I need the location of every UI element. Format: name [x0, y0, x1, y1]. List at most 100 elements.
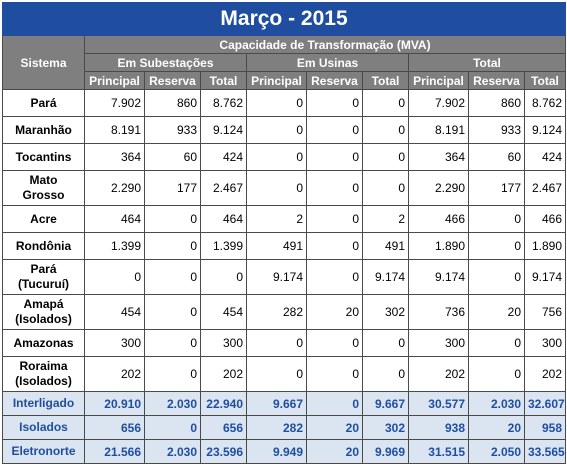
value-cell: 2.030: [144, 439, 201, 464]
value-cell: 0: [246, 170, 307, 206]
page-title: Março - 2015: [1, 2, 567, 36]
value-cell: 0: [362, 329, 409, 357]
value-cell: 0: [306, 205, 363, 233]
table-row: Amazonas 300 0 300 0 0 0 300 0 300: [2, 329, 567, 357]
value-cell: 0: [468, 259, 525, 295]
value-cell: 0: [144, 356, 201, 392]
value-cell: 0: [306, 259, 363, 295]
value-cell: 454: [84, 294, 145, 330]
sistema-cell: Mato Grosso: [2, 170, 85, 206]
sistema-header: Sistema: [2, 35, 85, 90]
value-cell: 9.969: [362, 439, 409, 464]
summary-row: Eletronorte 21.566 2.030 23.596 9.949 20 9.969…: [2, 439, 567, 464]
sistema-cell: Acre: [2, 205, 85, 233]
value-cell: 2.467: [200, 170, 247, 206]
value-cell: 464: [84, 205, 145, 233]
value-cell: 31.515: [408, 439, 469, 464]
value-cell: 2: [362, 205, 409, 233]
value-cell: 0: [468, 356, 525, 392]
value-cell: 736: [408, 294, 469, 330]
value-cell: 0: [362, 116, 409, 144]
value-cell: 23.596: [200, 439, 247, 464]
value-cell: 933: [468, 116, 525, 144]
subheader-cell: Reserva: [306, 71, 363, 90]
value-cell: 8.191: [408, 116, 469, 144]
value-cell: 0: [246, 143, 307, 171]
value-cell: 0: [246, 89, 307, 117]
value-cell: 8.762: [523, 89, 567, 117]
value-cell: 0: [144, 294, 201, 330]
table-row: Tocantins 364 60 424 0 0 0 364 60 424: [2, 143, 567, 171]
subheader-cell: Principal: [84, 71, 145, 90]
summary-row: Isolados 656 0 656 282 20 302 938 20 958: [2, 415, 567, 440]
value-cell: 0: [362, 356, 409, 392]
sistema-cell: Pará (Tucuruí): [2, 259, 85, 295]
value-cell: 656: [84, 415, 145, 440]
value-cell: 302: [362, 415, 409, 440]
sistema-cell: Isolados: [2, 415, 85, 440]
value-cell: 0: [144, 329, 201, 357]
value-cell: 202: [84, 356, 145, 392]
table-row: Amapá (Isolados) 454 0 454 282 20 302 736 20 756: [2, 294, 567, 330]
value-cell: 0: [306, 143, 363, 171]
value-cell: 464: [200, 205, 247, 233]
value-cell: 0: [362, 170, 409, 206]
value-cell: 302: [362, 294, 409, 330]
value-cell: 1.890: [523, 232, 567, 260]
value-cell: 9.124: [523, 116, 567, 144]
value-cell: 2.030: [144, 391, 201, 416]
value-cell: 2.467: [523, 170, 567, 206]
value-cell: 20: [306, 439, 363, 464]
subheader-cell: Total: [523, 71, 567, 90]
value-cell: 756: [523, 294, 567, 330]
table-row: Rondônia 1.399 0 1.399 491 0 491 1.890 0 1.890: [2, 232, 567, 260]
value-cell: 0: [306, 170, 363, 206]
value-cell: 9.174: [408, 259, 469, 295]
table-row: Maranhão 8.191 933 9.124 0 0 0 8.191 933 9.124: [2, 116, 567, 144]
value-cell: 300: [200, 329, 247, 357]
value-cell: 20: [306, 294, 363, 330]
value-cell: 2: [246, 205, 307, 233]
value-cell: 20: [306, 415, 363, 440]
value-cell: 2.030: [468, 391, 525, 416]
subheader-cell: Principal: [246, 71, 307, 90]
subheader-cell: Total: [362, 71, 409, 90]
table-row: Pará 7.902 860 8.762 0 0 0 7.902 860 8.762: [2, 89, 567, 117]
sistema-cell: Pará: [2, 89, 85, 117]
sistema-cell: Amapá (Isolados): [2, 294, 85, 330]
table-body: Pará 7.902 860 8.762 0 0 0 7.902 860 8.762 Maranhã…: [2, 89, 567, 464]
value-cell: 300: [408, 329, 469, 357]
value-cell: 1.890: [408, 232, 469, 260]
value-cell: 9.174: [246, 259, 307, 295]
value-cell: 1.399: [200, 232, 247, 260]
value-cell: 491: [246, 232, 307, 260]
value-cell: 20: [468, 415, 525, 440]
sistema-cell: Eletronorte: [2, 439, 85, 464]
value-cell: 0: [84, 259, 145, 295]
value-cell: 300: [523, 329, 567, 357]
value-cell: 0: [144, 205, 201, 233]
value-cell: 9.949: [246, 439, 307, 464]
value-cell: 860: [144, 89, 201, 117]
value-cell: 282: [246, 294, 307, 330]
value-cell: 2.290: [408, 170, 469, 206]
value-cell: 9.174: [362, 259, 409, 295]
value-cell: 958: [523, 415, 567, 440]
value-cell: 21.566: [84, 439, 145, 464]
value-cell: 424: [523, 143, 567, 171]
value-cell: 466: [523, 205, 567, 233]
group-header-usinas: Em Usinas: [246, 53, 409, 72]
value-cell: 9.667: [246, 391, 307, 416]
value-cell: 282: [246, 415, 307, 440]
value-cell: 2.290: [84, 170, 145, 206]
value-cell: 202: [523, 356, 567, 392]
value-cell: 0: [306, 89, 363, 117]
value-cell: 0: [362, 143, 409, 171]
value-cell: 0: [144, 415, 201, 440]
value-cell: 300: [84, 329, 145, 357]
value-cell: 0: [306, 329, 363, 357]
capacity-table: Março - 2015 Sistema Capacidade de Trans…: [1, 2, 567, 464]
value-cell: 0: [246, 356, 307, 392]
value-cell: 0: [144, 259, 201, 295]
value-cell: 938: [408, 415, 469, 440]
